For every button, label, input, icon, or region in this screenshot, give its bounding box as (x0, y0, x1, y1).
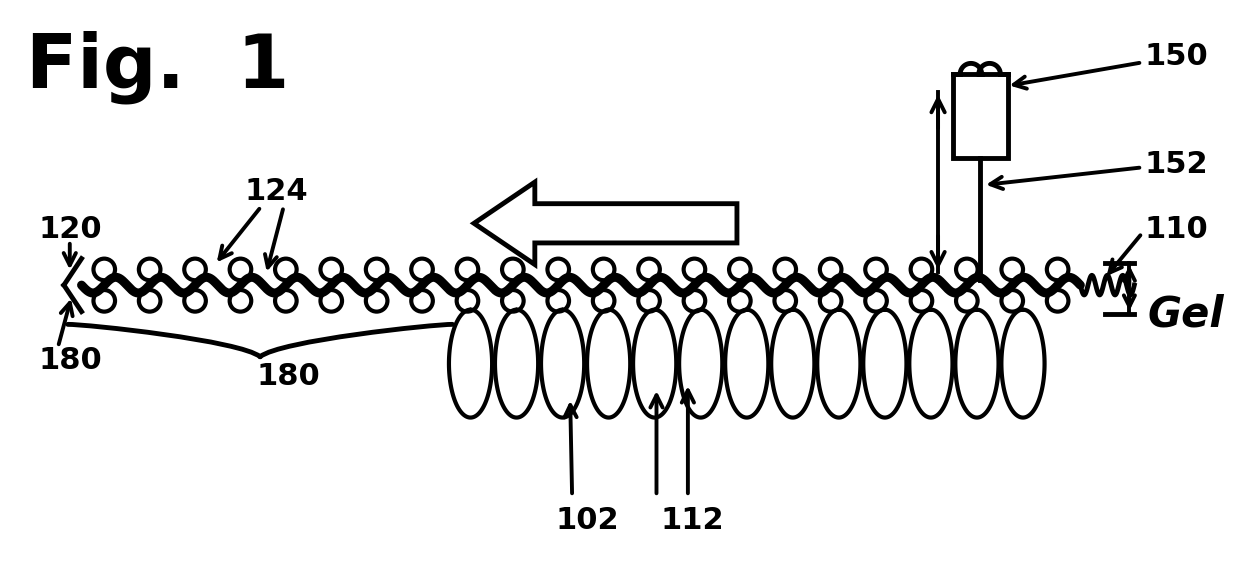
Text: 112: 112 (661, 506, 724, 535)
Text: 120: 120 (38, 215, 102, 244)
Text: 124: 124 (244, 177, 308, 206)
Text: 102: 102 (556, 506, 619, 535)
Text: Gel: Gel (1147, 294, 1224, 336)
Text: 180: 180 (38, 346, 102, 375)
Text: Fig.  1: Fig. 1 (26, 30, 290, 104)
Text: 150: 150 (1145, 42, 1208, 71)
Text: 110: 110 (1145, 215, 1208, 244)
Text: 152: 152 (1145, 150, 1208, 179)
Text: 180: 180 (257, 362, 320, 391)
Bar (952, 74, 1008, 157)
